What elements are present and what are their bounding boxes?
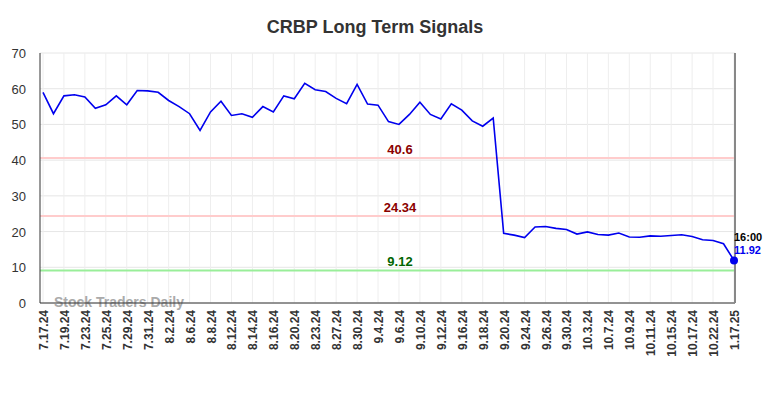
x-tick-label: 7.31.24 xyxy=(142,310,156,350)
grid-line xyxy=(40,124,735,125)
x-tick-label: 8.6.24 xyxy=(184,310,198,344)
y-tick-label: 30 xyxy=(12,189,26,204)
x-tick-label: 9.18.24 xyxy=(477,310,491,350)
reference-line xyxy=(40,157,735,159)
x-tick-label: 8.20.24 xyxy=(288,310,302,350)
grid-line xyxy=(650,53,651,303)
grid-line xyxy=(40,303,735,304)
reference-label: 24.34 xyxy=(384,200,417,215)
x-tick-label: 1.17.25 xyxy=(728,310,742,350)
x-tick-label: 7.25.24 xyxy=(100,310,114,350)
reference-label: 40.6 xyxy=(387,142,412,157)
x-tick-label: 7.17.24 xyxy=(37,310,51,350)
frame-line xyxy=(734,53,736,303)
last-point xyxy=(730,256,738,264)
x-tick-label: 9.16.24 xyxy=(456,310,470,350)
x-tick-label: 10.22.24 xyxy=(707,310,721,357)
grid-line xyxy=(440,53,441,303)
annotation: 11.92 xyxy=(734,244,761,256)
grid-line xyxy=(503,53,504,303)
x-tick-label: 9.24.24 xyxy=(519,310,533,350)
grid-line xyxy=(734,53,735,303)
reference-line xyxy=(40,269,735,271)
x-tick-label: 8.12.24 xyxy=(225,310,239,350)
grid-line xyxy=(84,53,85,303)
grid-line xyxy=(357,53,358,303)
grid-line xyxy=(378,53,379,303)
grid-line xyxy=(692,53,693,303)
y-tick-label: 10 xyxy=(12,260,26,275)
y-axis xyxy=(40,53,41,303)
x-tick-label: 10.11.24 xyxy=(644,310,658,356)
reference-line xyxy=(40,215,735,217)
y-tick-label: 0 xyxy=(19,296,26,311)
grid-line xyxy=(587,53,588,303)
y-tick-label: 50 xyxy=(12,117,26,132)
grid-line xyxy=(713,53,714,303)
grid-line xyxy=(40,88,735,89)
x-tick-label: 8.23.24 xyxy=(309,310,323,350)
grid-line xyxy=(63,53,64,303)
x-tick-label: 8.27.24 xyxy=(330,310,344,350)
x-tick-label: 7.19.24 xyxy=(58,310,72,350)
grid-line xyxy=(419,53,420,303)
x-tick-label: 7.29.24 xyxy=(121,310,135,350)
grid-line xyxy=(40,231,735,232)
chart: CRBP Long Term Signals 0 10 20 30 40 50 60 70 7.1… xyxy=(0,0,784,398)
grid-line xyxy=(336,53,337,303)
x-tick-label: 8.2.24 xyxy=(163,310,177,344)
grid-line xyxy=(545,53,546,303)
y-tick-label: 40 xyxy=(12,153,26,168)
grid-line xyxy=(231,53,232,303)
watermark: Stock Traders Daily xyxy=(54,294,184,310)
grid-line xyxy=(40,160,735,161)
annotation: 16:00 xyxy=(734,231,762,243)
x-tick-label: 9.4.24 xyxy=(372,310,386,344)
x-tick-label: 10.9.24 xyxy=(623,310,637,350)
y-tick-label: 70 xyxy=(12,46,26,61)
grid-line xyxy=(273,53,274,303)
grid-line xyxy=(189,53,190,303)
grid-line xyxy=(40,53,735,54)
x-tick-label: 8.14.24 xyxy=(246,310,260,350)
x-tick-label: 9.26.24 xyxy=(540,310,554,350)
price-line xyxy=(43,83,734,260)
grid-line xyxy=(629,53,630,303)
x-axis xyxy=(40,303,735,304)
x-tick-label: 9.20.24 xyxy=(498,310,512,350)
grid-line xyxy=(294,53,295,303)
grid-line xyxy=(40,195,735,196)
grid-line xyxy=(608,53,609,303)
grid-line xyxy=(482,53,483,303)
x-tick-label: 9.30.24 xyxy=(560,310,574,350)
x-tick-label: 10.15.24 xyxy=(665,310,679,357)
grid-line xyxy=(671,53,672,303)
grid-line xyxy=(43,53,44,303)
grid-line xyxy=(252,53,253,303)
x-tick-label: 10.17.24 xyxy=(686,310,700,357)
x-tick-label: 8.8.24 xyxy=(205,310,219,344)
x-tick-label: 8.16.24 xyxy=(267,310,281,350)
y-tick-label: 20 xyxy=(12,225,26,240)
grid-line xyxy=(566,53,567,303)
x-tick-label: 9.12.24 xyxy=(435,310,449,350)
grid-line xyxy=(524,53,525,303)
title: CRBP Long Term Signals xyxy=(267,17,483,37)
x-tick-label: 8.30.24 xyxy=(351,310,365,350)
x-tick-label: 7.23.24 xyxy=(79,310,93,350)
grid-line xyxy=(126,53,127,303)
plot-area xyxy=(43,83,738,264)
x-tick-label: 9.6.24 xyxy=(393,310,407,344)
reference-label: 9.12 xyxy=(387,254,412,269)
grid-line xyxy=(168,53,169,303)
x-tick-label: 10.7.24 xyxy=(602,310,616,350)
grid-line xyxy=(210,53,211,303)
x-tick-label: 10.3.24 xyxy=(581,310,595,350)
y-tick-label: 60 xyxy=(12,82,26,97)
grid-line xyxy=(105,53,106,303)
grid-line xyxy=(461,53,462,303)
x-tick-label: 9.10.24 xyxy=(414,310,428,350)
